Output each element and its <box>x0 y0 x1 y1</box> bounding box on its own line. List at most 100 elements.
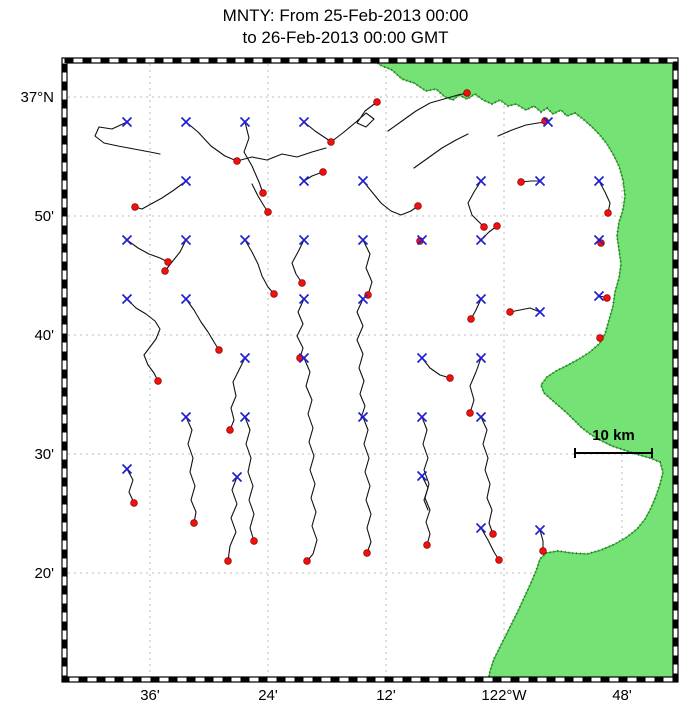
x-tick-label: 12' <box>376 687 396 704</box>
end-dot <box>446 374 454 382</box>
end-dot <box>506 308 514 316</box>
x-marker <box>180 175 192 187</box>
trajectory-line <box>421 475 429 511</box>
end-dot <box>489 530 497 538</box>
x-marker <box>534 306 546 318</box>
x-marker <box>121 293 133 305</box>
x-marker <box>180 411 192 423</box>
x-marker <box>475 411 487 423</box>
end-dot <box>190 519 198 527</box>
x-marker <box>298 175 310 187</box>
y-tick-label: 40' <box>34 327 54 344</box>
trajectory-line <box>413 133 469 169</box>
trajectory-line <box>467 180 485 228</box>
x-marker <box>298 352 310 364</box>
end-dot <box>463 89 471 97</box>
x-marker <box>475 234 487 246</box>
end-dot <box>373 98 381 106</box>
end-dot <box>161 267 169 275</box>
x-marker <box>231 471 243 483</box>
x-marker <box>239 411 251 423</box>
trajectory-line <box>421 416 431 546</box>
trajectory-line <box>185 121 238 162</box>
x-marker <box>121 463 133 475</box>
trajectory-line <box>356 298 366 419</box>
trajectory-line <box>229 357 246 431</box>
trajectory-line <box>185 298 220 351</box>
x-marker <box>475 352 487 364</box>
end-dot <box>363 549 371 557</box>
trajectory-line <box>330 101 378 143</box>
x-tick-label: 122°W <box>481 687 527 704</box>
trajectory-line <box>243 121 264 194</box>
trajectories <box>94 92 611 562</box>
trajectory-line <box>469 357 482 414</box>
x-marker <box>180 116 192 128</box>
x-marker <box>357 411 369 423</box>
grid-x-markers <box>121 116 605 536</box>
trajectory-line <box>362 180 419 216</box>
x-marker <box>180 234 192 246</box>
x-marker <box>475 522 487 534</box>
x-marker <box>121 116 133 128</box>
end-dot <box>298 279 306 287</box>
x-marker <box>357 234 369 246</box>
x-marker <box>534 524 546 536</box>
scale-bar-label: 10 km <box>592 427 635 444</box>
frame-inner <box>66 62 674 678</box>
x-marker <box>542 116 554 128</box>
x-tick-label: 24' <box>258 687 278 704</box>
x-marker <box>357 293 369 305</box>
axis-labels: 37°N 50' 40' 30' 20' 36' 24' 12' 122°W 48' <box>20 89 631 704</box>
x-tick-label: 36' <box>140 687 160 704</box>
x-marker <box>239 352 251 364</box>
trajectory-line <box>164 239 187 272</box>
map-frame <box>61 57 679 683</box>
trajectory-line <box>134 180 187 210</box>
trajectory-line <box>244 239 275 295</box>
end-dot <box>604 209 612 217</box>
x-marker <box>416 352 428 364</box>
y-tick-label: 50' <box>34 208 54 225</box>
end-dot <box>423 541 431 549</box>
y-tick-label: 30' <box>34 446 54 463</box>
end-dot <box>467 315 475 323</box>
end-dot <box>517 178 525 186</box>
trajectory-line <box>497 120 549 137</box>
trajectory-line <box>126 239 169 263</box>
trajectory-line <box>509 307 541 313</box>
end-dot <box>131 203 139 211</box>
x-marker <box>593 290 605 302</box>
end-dot <box>466 409 474 417</box>
end-dot <box>319 168 327 176</box>
trajectory-line <box>296 298 305 359</box>
x-marker <box>534 175 546 187</box>
end-dot <box>224 557 232 565</box>
land <box>376 63 673 677</box>
x-marker <box>298 234 310 246</box>
x-marker <box>593 175 605 187</box>
end-dot <box>539 547 547 555</box>
trajectory-line <box>227 476 238 562</box>
chart-title-line2: to 26-Feb-2013 00:00 GMT <box>242 28 449 47</box>
trajectory-line <box>251 183 269 213</box>
x-marker <box>416 234 428 246</box>
end-dot <box>303 557 311 565</box>
end-dot <box>130 499 138 507</box>
trajectory-line <box>94 121 161 155</box>
trajectory-line <box>362 416 372 554</box>
end-dot <box>270 290 278 298</box>
trajectory-line <box>291 239 305 284</box>
end-dot <box>259 189 267 197</box>
trajectory-line <box>126 468 135 504</box>
end-dots <box>130 89 612 565</box>
end-dot <box>327 138 335 146</box>
trajectory-line <box>185 416 197 524</box>
trajectory-line <box>598 180 611 214</box>
chart-title: MNTY: From 25-Feb-2013 00:00 to 26-Feb-2… <box>0 5 691 49</box>
trajectory-line <box>236 147 327 162</box>
end-dot <box>495 556 503 564</box>
trajectory-line <box>480 527 500 561</box>
end-dot <box>603 294 611 302</box>
